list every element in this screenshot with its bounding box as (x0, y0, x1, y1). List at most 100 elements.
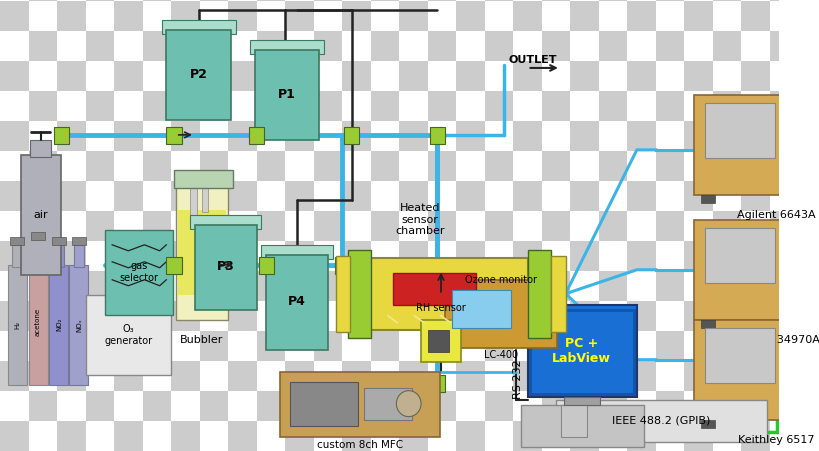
Bar (143, 391, 171, 421)
Bar (598, 181, 627, 211)
Bar (429, 127, 444, 144)
Bar (143, 181, 171, 211)
Bar (342, 0, 370, 1)
Bar (740, 1, 769, 31)
Bar (199, 181, 228, 211)
Bar (364, 388, 411, 419)
Bar (285, 301, 314, 331)
Bar (57, 331, 85, 361)
Bar (598, 31, 627, 61)
Bar (114, 301, 143, 331)
Bar (370, 181, 399, 211)
Bar (335, 256, 350, 332)
Bar (598, 301, 627, 331)
Bar (798, 361, 819, 391)
Bar (569, 181, 598, 211)
Bar (655, 241, 684, 271)
Bar (314, 61, 342, 91)
Bar (684, 91, 712, 121)
Bar (249, 127, 264, 144)
Bar (314, 151, 342, 181)
Bar (285, 241, 314, 271)
Bar (392, 273, 476, 305)
Bar (161, 20, 235, 34)
Bar (342, 181, 370, 211)
Bar (712, 241, 740, 271)
Bar (85, 391, 114, 421)
Bar (370, 301, 399, 331)
Text: PC +
LabView: PC + LabView (551, 337, 610, 365)
Bar (85, 91, 114, 121)
Bar (85, 331, 114, 361)
Bar (455, 421, 484, 451)
Bar (228, 181, 256, 211)
Bar (0, 361, 29, 391)
Bar (541, 421, 569, 451)
Bar (228, 91, 256, 121)
Bar (314, 361, 342, 391)
Bar (769, 391, 798, 421)
Bar (598, 211, 627, 241)
Bar (769, 271, 798, 301)
Bar (428, 181, 455, 211)
Bar (21, 155, 61, 275)
Bar (399, 91, 428, 121)
Bar (399, 121, 428, 151)
Bar (261, 245, 333, 259)
Bar (0, 151, 29, 181)
Bar (798, 181, 819, 211)
Bar (513, 91, 541, 121)
Bar (627, 1, 655, 31)
Bar (563, 397, 599, 405)
Bar (455, 121, 484, 151)
Bar (598, 421, 627, 451)
Bar (484, 1, 513, 31)
Bar (541, 361, 569, 391)
Bar (769, 91, 798, 121)
Bar (199, 241, 228, 271)
Bar (740, 31, 769, 61)
Bar (256, 331, 285, 361)
Bar (455, 301, 484, 331)
Bar (256, 421, 285, 451)
Bar (342, 241, 370, 271)
Bar (143, 301, 171, 331)
Bar (684, 331, 712, 361)
Bar (57, 391, 85, 421)
Bar (627, 301, 655, 331)
Bar (285, 181, 314, 211)
Bar (627, 211, 655, 241)
Bar (598, 1, 627, 31)
Bar (370, 331, 399, 361)
Bar (29, 241, 57, 271)
Bar (0, 0, 29, 1)
Bar (29, 361, 57, 391)
Bar (171, 301, 199, 331)
Bar (285, 91, 314, 121)
Bar (399, 151, 428, 181)
Bar (484, 31, 513, 61)
Bar (342, 391, 370, 421)
Bar (513, 391, 541, 421)
Bar (143, 31, 171, 61)
Bar (143, 121, 171, 151)
Bar (569, 31, 598, 61)
Bar (428, 361, 455, 391)
Bar (627, 61, 655, 91)
Bar (314, 121, 342, 151)
Bar (256, 1, 285, 31)
Bar (199, 271, 228, 301)
Bar (57, 241, 85, 271)
Bar (798, 211, 819, 241)
Bar (370, 31, 399, 61)
Bar (314, 181, 342, 211)
Circle shape (396, 391, 420, 417)
Bar (627, 91, 655, 121)
Bar (285, 151, 314, 181)
Bar (49, 265, 68, 385)
Bar (655, 361, 684, 391)
Bar (569, 331, 598, 361)
Bar (769, 421, 798, 451)
Bar (85, 1, 114, 31)
Bar (285, 391, 314, 421)
